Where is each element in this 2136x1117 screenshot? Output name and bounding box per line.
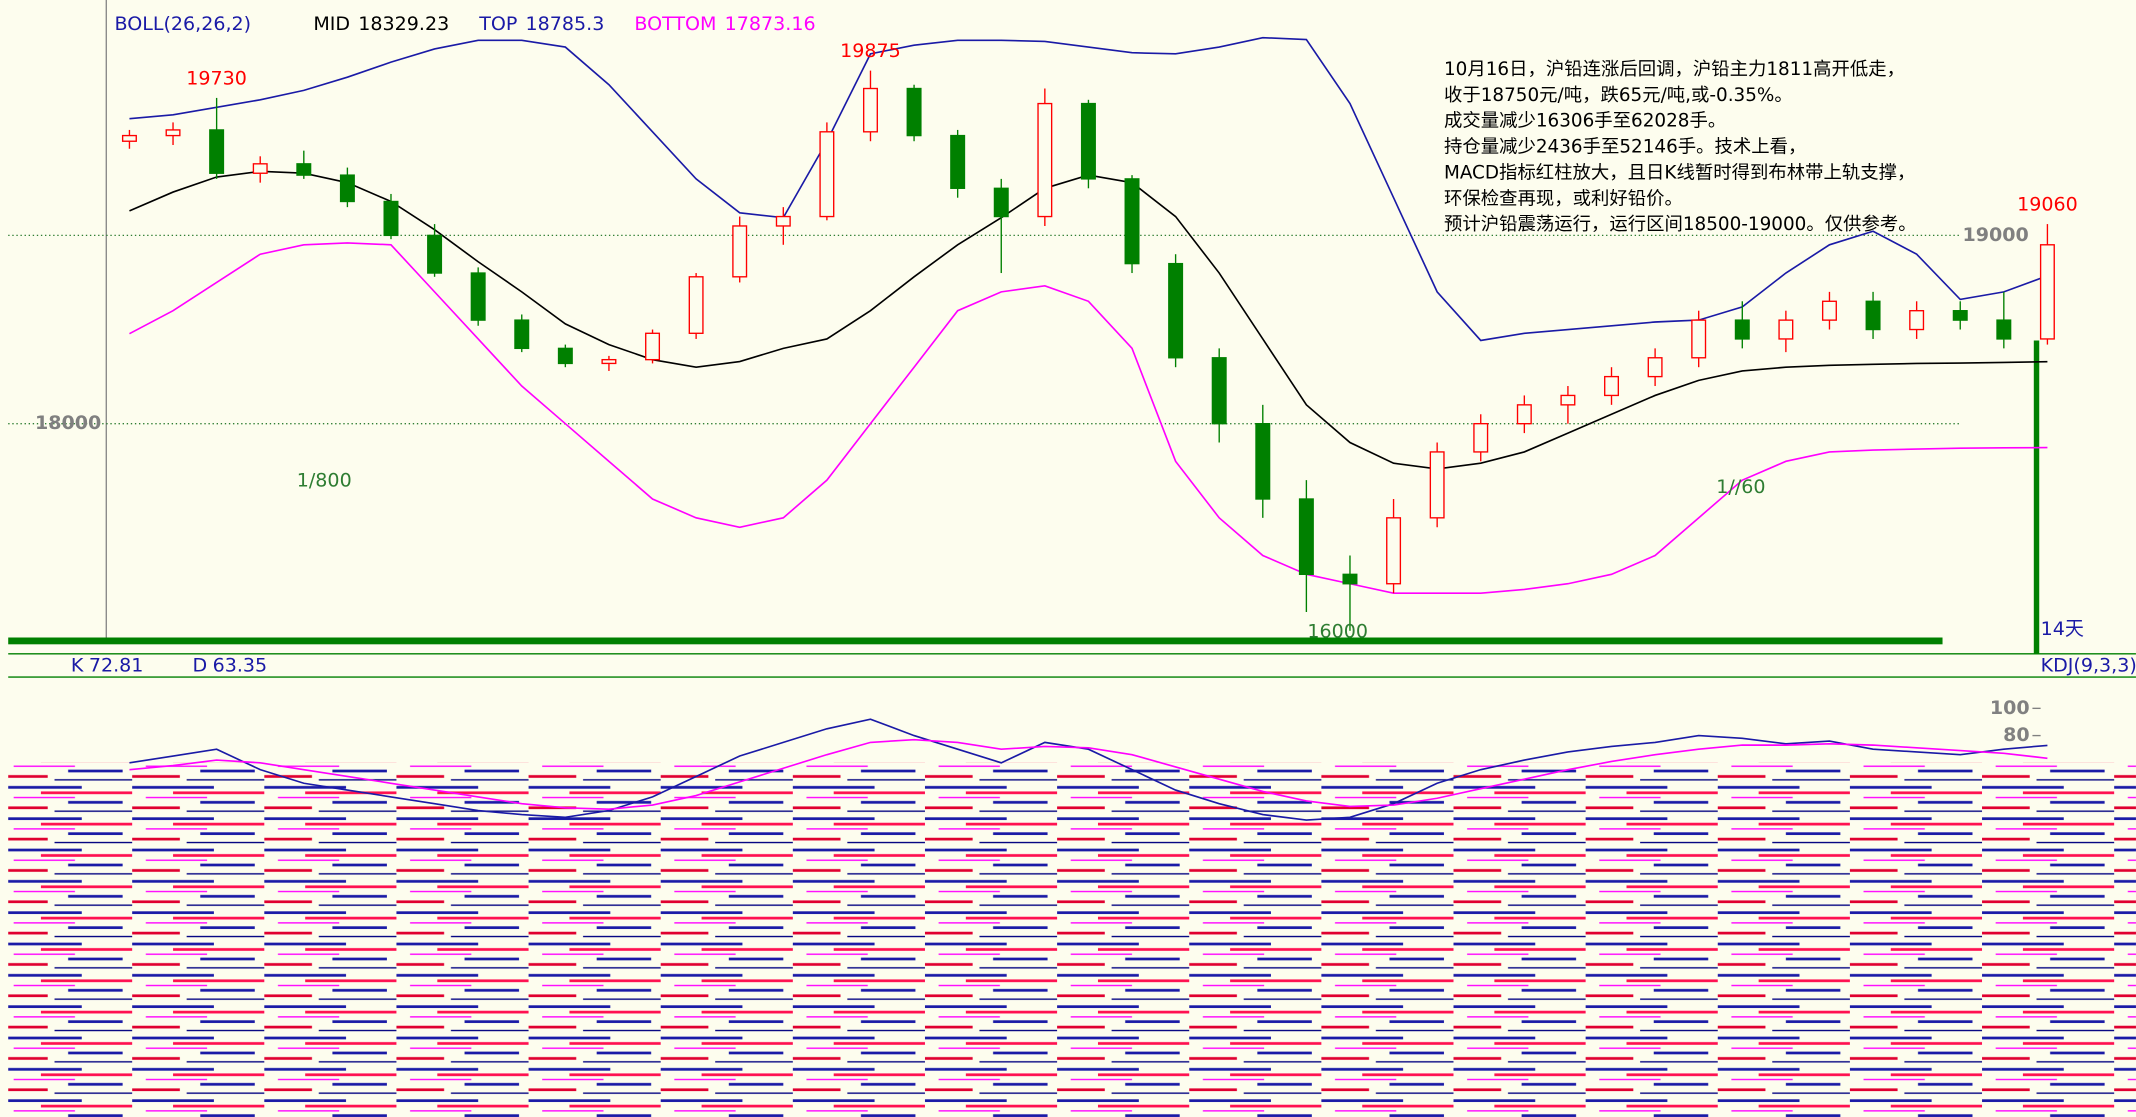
legend-value: 18329.23	[358, 13, 449, 35]
indicator-label: BOLL(26,26,2)	[114, 13, 251, 35]
chart: BOLL(26,26,2) KDJ(9,3,3) 14天 18000 19000 M…	[0, 0, 2136, 1117]
candle-body	[1866, 301, 1880, 329]
legend-name: D	[192, 655, 207, 677]
candle-body	[1779, 320, 1793, 339]
y-tick-label: 100	[1990, 697, 2030, 719]
candle-body	[1169, 264, 1183, 358]
noise-area	[8, 763, 2136, 1117]
annotation: 收于18750元/吨，跌65元/吨,或-0.35%。	[1444, 85, 1793, 106]
candle-body	[123, 136, 137, 142]
candle-body	[1997, 320, 2011, 339]
y-tick-label: 19000	[1962, 224, 2028, 246]
candle-body	[166, 130, 180, 136]
candle-body	[1561, 395, 1575, 404]
candle-body	[1125, 179, 1139, 264]
annotation: 持仓量减少2436手至52146手。技术上看，	[1444, 137, 1806, 158]
candle-body	[994, 188, 1008, 216]
candle-body	[1343, 574, 1357, 583]
pane-divider	[8, 638, 1942, 645]
candle-body	[733, 226, 747, 277]
annotation: 成交量减少16306手至62028手。	[1444, 111, 1726, 132]
price-label: 1//60	[1716, 476, 1765, 498]
boll-line	[129, 38, 2047, 341]
candle-body	[689, 277, 703, 333]
candle-body	[602, 360, 616, 364]
candle-body	[428, 235, 442, 273]
legend-value: 17873.16	[725, 13, 816, 35]
candle-body	[1430, 452, 1444, 518]
candle-body	[341, 175, 355, 201]
candle-body	[1212, 358, 1226, 424]
high-label: 19060	[2017, 194, 2078, 216]
candle-body	[559, 348, 573, 363]
candle-body	[1692, 320, 1706, 358]
candle-body	[646, 333, 660, 359]
annotation: MACD指标红柱放大，且日K线暂时得到布林带上轨支撑，	[1444, 162, 1915, 183]
candle-body	[515, 320, 529, 348]
legend-value: 72.81	[89, 655, 144, 677]
candle-body	[210, 130, 224, 173]
legend-name: BOTTOM	[634, 13, 716, 35]
price-label: 1/800	[297, 469, 352, 491]
candle-body	[864, 89, 878, 132]
high-label: 19875	[840, 40, 901, 62]
annotation: 10月16日，沪铅连涨后回调，沪铅主力1811高开低走，	[1444, 59, 1905, 80]
candle-body	[1082, 104, 1096, 179]
indicator-label: KDJ(9,3,3)	[2041, 655, 2136, 677]
candle-body	[1953, 311, 1967, 320]
legend-value: 18785.3	[526, 13, 605, 35]
candle-body	[1605, 377, 1619, 396]
candle-body	[1038, 104, 1052, 217]
candle-body	[2041, 245, 2055, 339]
candle-body	[384, 201, 398, 235]
candle-body	[1300, 499, 1314, 574]
candle-body	[1648, 358, 1662, 377]
legend-value: 63.35	[213, 655, 268, 677]
boll-line	[129, 243, 2047, 593]
high-label: 19730	[186, 67, 247, 89]
candle-body	[1387, 518, 1401, 584]
candle-body	[1256, 424, 1270, 499]
price-label: 16000	[1307, 621, 1368, 643]
candle-body	[1474, 424, 1488, 452]
candle-body	[1823, 301, 1837, 320]
page: {"chart_data": [ {"type": "candlestick",…	[0, 0, 2136, 1117]
candle-body	[820, 132, 834, 217]
candle-body	[297, 164, 311, 175]
candle-body	[951, 136, 965, 189]
candle-body	[471, 273, 485, 320]
period-label: 14天	[2041, 618, 2084, 640]
candle-body	[253, 164, 267, 173]
legend-name: MID	[313, 13, 350, 35]
annotation: 预计沪铅震荡运行，运行区间18500-19000。仅供参考。	[1444, 214, 1917, 235]
candle-body	[1735, 320, 1749, 339]
candle-body	[1910, 311, 1924, 330]
annotation: 环保检查再现，或利好铅价。	[1444, 188, 1683, 209]
y-tick-label: 80	[2003, 724, 2030, 746]
legend-name: TOP	[478, 13, 517, 35]
candle-body	[907, 89, 921, 136]
legend-name: K	[71, 655, 84, 677]
candle-body	[776, 217, 790, 226]
y-tick-label: 18000	[35, 412, 101, 434]
candle-body	[1518, 405, 1532, 424]
